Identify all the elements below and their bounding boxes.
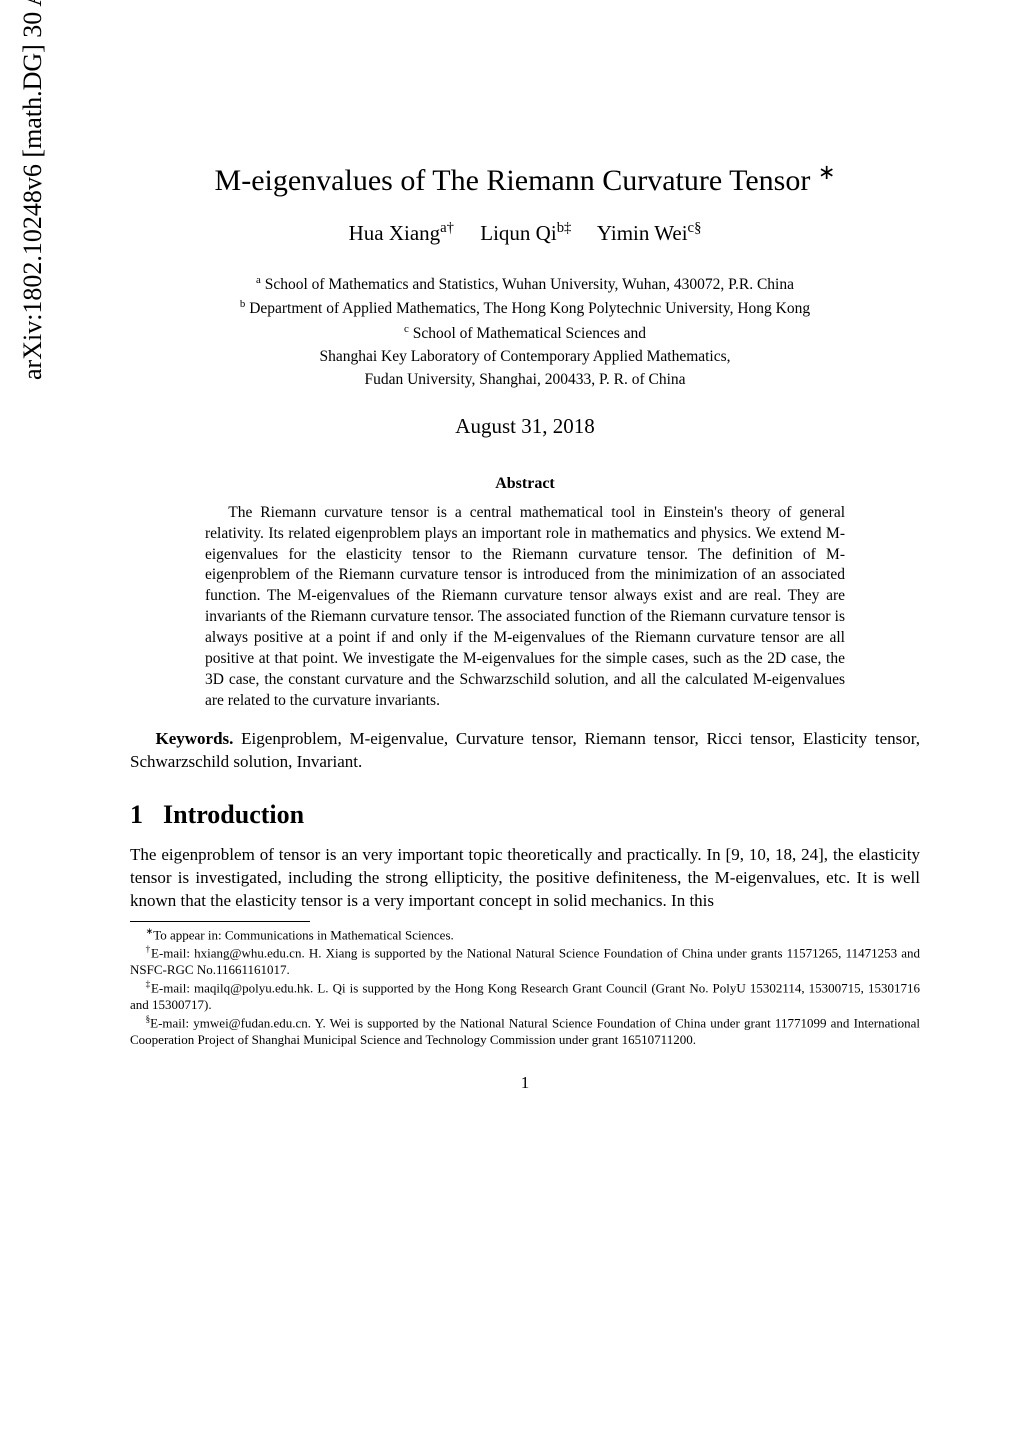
affiliation: c School of Mathematical Sciences and	[130, 321, 920, 345]
footnote-text: E-mail: maqilq@polyu.edu.hk. L. Qi is su…	[130, 980, 920, 1012]
keywords-block: Keywords. Eigenproblem, M-eigenvalue, Cu…	[130, 728, 920, 774]
authors-line: Hua Xianga† Liqun Qib‡ Yimin Weic§	[130, 220, 920, 246]
arxiv-date: 30 Aug 2018	[18, 0, 47, 38]
section-number: 1	[130, 800, 143, 829]
section-heading: 1 Introduction	[130, 800, 920, 830]
affil-text: School of Mathematics and Statistics, Wu…	[265, 276, 794, 293]
author-name: Hua Xiang	[349, 221, 441, 245]
author-sup: a†	[440, 220, 454, 236]
author: Yimin Weic§	[597, 221, 702, 245]
affil-marker: b	[240, 298, 245, 310]
author-name: Liqun Qi	[480, 221, 556, 245]
footnote-text: To appear in: Communications in Mathemat…	[153, 927, 454, 942]
affiliations-block: a School of Mathematics and Statistics, …	[130, 272, 920, 392]
paper-date: August 31, 2018	[130, 414, 920, 439]
keywords-label: Keywords.	[156, 729, 234, 748]
affiliation: Fudan University, Shanghai, 200433, P. R…	[130, 368, 920, 391]
author-sup: c§	[688, 220, 702, 236]
affil-text: Shanghai Key Laboratory of Contemporary …	[319, 348, 730, 365]
footnote-text: E-mail: hxiang@whu.edu.cn. H. Xiang is s…	[130, 945, 920, 977]
author-sup: b‡	[557, 220, 572, 236]
affiliation: b Department of Applied Mathematics, The…	[130, 296, 920, 320]
author: Liqun Qib‡	[480, 221, 576, 245]
section-title: Introduction	[163, 800, 304, 829]
footnote: ∗To appear in: Communications in Mathema…	[130, 926, 920, 944]
footnote: ‡E-mail: maqilq@polyu.edu.hk. L. Qi is s…	[130, 979, 920, 1014]
affiliation: a School of Mathematics and Statistics, …	[130, 272, 920, 296]
page-number: 1	[130, 1073, 920, 1093]
section-body: The eigenproblem of tensor is an very im…	[130, 844, 920, 913]
footnote: †E-mail: hxiang@whu.edu.cn. H. Xiang is …	[130, 944, 920, 979]
affil-marker: a	[256, 274, 261, 286]
affil-text: School of Mathematical Sciences and	[413, 325, 646, 342]
affil-text: Department of Applied Mathematics, The H…	[249, 301, 810, 318]
affiliation: Shanghai Key Laboratory of Contemporary …	[130, 345, 920, 368]
abstract-body: The Riemann curvature tensor is a centra…	[205, 503, 845, 712]
affil-text: Fudan University, Shanghai, 200433, P. R…	[364, 371, 685, 388]
footnote-rule	[130, 921, 310, 922]
affil-marker: c	[404, 323, 409, 335]
footnote-text: E-mail: ymwei@fudan.edu.cn. Y. Wei is su…	[130, 1015, 920, 1047]
title-footnote-marker: ∗	[818, 160, 836, 184]
page-content: M-eigenvalues of The Riemann Curvature T…	[130, 0, 920, 1093]
author: Hua Xianga†	[349, 221, 460, 245]
footnote: §E-mail: ymwei@fudan.edu.cn. Y. Wei is s…	[130, 1014, 920, 1049]
author-name: Yimin Wei	[597, 221, 688, 245]
paper-title: M-eigenvalues of The Riemann Curvature T…	[130, 160, 920, 198]
arxiv-identifier: arXiv:1802.10248v6 [math.DG] 30 Aug 2018	[18, 0, 48, 380]
arxiv-id: arXiv:1802.10248v6	[18, 164, 47, 380]
abstract-heading: Abstract	[130, 475, 920, 493]
keywords-text: Eigenproblem, M-eigenvalue, Curvature te…	[130, 729, 920, 771]
arxiv-category: [math.DG]	[18, 44, 47, 157]
footnotes-block: ∗To appear in: Communications in Mathema…	[130, 926, 920, 1050]
title-text: M-eigenvalues of The Riemann Curvature T…	[215, 164, 811, 197]
